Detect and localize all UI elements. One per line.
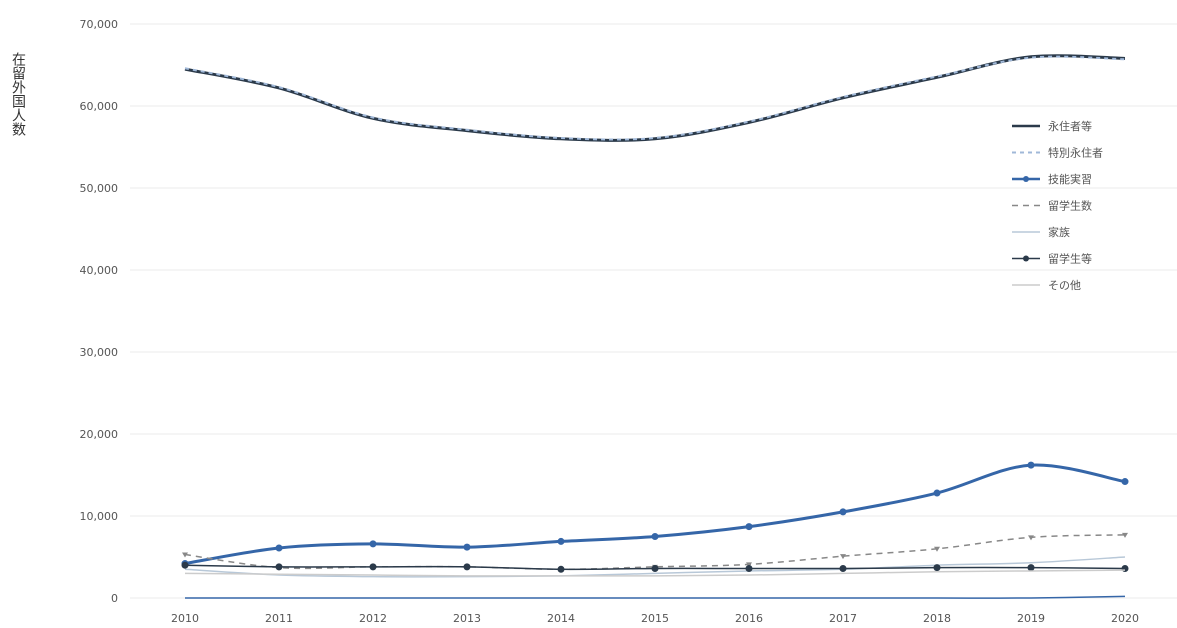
data-point <box>369 540 377 548</box>
y-axis-ticks: 0 10,000 20,000 30,000 40,000 50,000 60,000 70,… <box>80 18 119 605</box>
data-point <box>557 565 565 573</box>
data-point <box>934 546 940 552</box>
series-line-7 <box>185 595 1126 599</box>
data-point <box>933 489 941 497</box>
data-point <box>933 564 941 572</box>
y-tick-label: 40,000 <box>80 264 119 277</box>
y-tick-label: 30,000 <box>80 346 119 359</box>
data-point <box>651 533 659 540</box>
y-tick-label: 10,000 <box>80 510 119 523</box>
series-lines <box>181 54 1129 599</box>
x-tick-label: 2011 <box>265 612 293 625</box>
legend-label: 留学生数 <box>1048 199 1092 213</box>
legend-marker <box>1023 255 1029 262</box>
y-tick-label: 50,000 <box>80 182 119 195</box>
legend-label: その他 <box>1048 279 1081 292</box>
legend-label: 永住者等 <box>1048 119 1092 133</box>
y-tick-label: 60,000 <box>80 100 119 113</box>
data-point <box>182 552 188 558</box>
data-point <box>840 554 846 560</box>
y-tick-label: 70,000 <box>80 18 119 31</box>
y-axis-label: 在留外国人数 <box>10 52 26 136</box>
x-tick-label: 2020 <box>1111 612 1139 625</box>
legend-label: 技能実習 <box>1048 172 1092 186</box>
data-point <box>557 537 565 545</box>
data-point <box>745 523 753 531</box>
data-point <box>181 561 189 569</box>
data-point <box>275 544 283 552</box>
x-tick-label: 2014 <box>547 612 575 625</box>
data-point <box>1121 564 1129 572</box>
series-line-6 <box>184 569 1126 577</box>
data-point <box>463 563 471 571</box>
legend-marker <box>1023 176 1029 182</box>
legend-label: 家族 <box>1048 225 1070 239</box>
data-point <box>651 564 659 572</box>
data-point <box>1027 461 1035 469</box>
x-tick-label: 2018 <box>923 612 951 625</box>
series-line-1 <box>184 55 1126 141</box>
data-point <box>746 562 752 568</box>
data-point <box>369 563 377 571</box>
data-point <box>1027 564 1035 572</box>
grid-lines <box>130 23 1177 599</box>
x-tick-label: 2015 <box>641 612 669 625</box>
data-point <box>839 508 847 516</box>
x-tick-label: 2010 <box>171 612 199 625</box>
legend-label: 留学生等 <box>1048 252 1092 266</box>
series-line-3 <box>184 534 1126 571</box>
x-tick-label: 2012 <box>359 612 387 625</box>
x-tick-label: 2017 <box>829 612 857 625</box>
x-axis-ticks: 2010 2011 2012 2013 2014 2015 2016 2017 2018 2019… <box>171 612 1139 625</box>
data-point <box>463 543 471 551</box>
x-tick-label: 2019 <box>1017 612 1045 625</box>
legend-label: 特別永住者 <box>1048 146 1103 160</box>
x-tick-label: 2016 <box>735 612 763 625</box>
data-point <box>1121 478 1129 486</box>
series-line-0 <box>184 54 1126 142</box>
data-point <box>1122 532 1128 538</box>
data-point <box>839 564 847 572</box>
y-tick-label: 0 <box>111 592 118 605</box>
series-line-2 <box>184 463 1126 566</box>
series-line-4 <box>184 556 1126 578</box>
x-tick-label: 2013 <box>453 612 481 625</box>
data-point <box>1028 535 1034 541</box>
data-point <box>745 564 753 572</box>
data-point <box>275 563 283 571</box>
y-tick-label: 20,000 <box>80 428 119 441</box>
